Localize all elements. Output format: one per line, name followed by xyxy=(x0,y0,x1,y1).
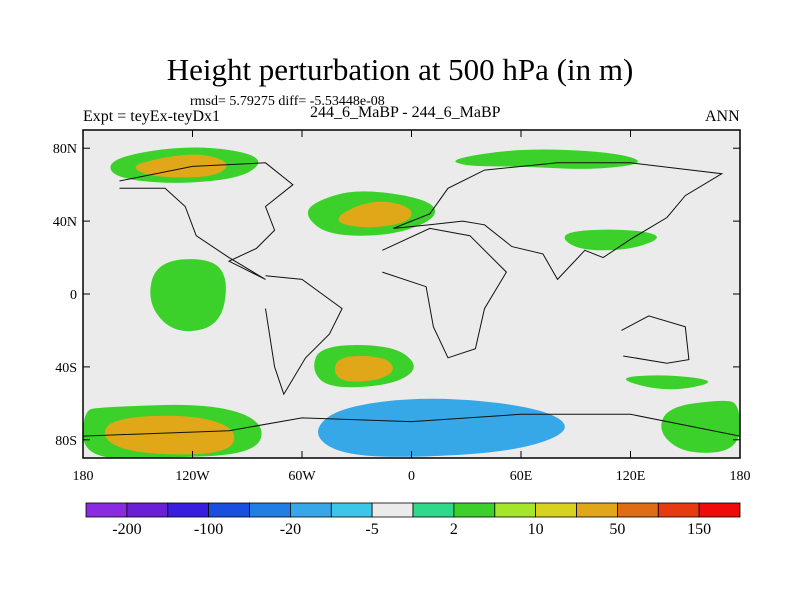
colorbar-label-0: -200 xyxy=(112,521,141,538)
colorbar-swatch-3 xyxy=(208,502,250,518)
field-region-6 xyxy=(338,201,412,228)
stats-label: rmsd= 5.79275 diff= -5.53448e-08 xyxy=(190,94,385,109)
x-tick-label-6: 180 xyxy=(730,469,751,484)
field-region-17 xyxy=(661,400,740,453)
field-region-13 xyxy=(104,415,235,455)
x-tick-label-4: 60E xyxy=(510,469,533,484)
colorbar-swatch-0 xyxy=(85,502,128,518)
colorbar-label-3: -5 xyxy=(365,521,378,538)
colorbar-swatch-6 xyxy=(330,502,373,518)
field-region-3 xyxy=(455,149,638,169)
colorbar-swatch-9 xyxy=(453,502,496,518)
coastline-3 xyxy=(382,227,508,359)
field-region-0 xyxy=(83,135,740,193)
colorbar-swatch-11 xyxy=(535,502,577,518)
colorbar-swatch-13 xyxy=(617,502,659,518)
colorbar-swatch-12 xyxy=(576,502,618,518)
coastline-4 xyxy=(621,315,690,364)
colorbar-swatch-7 xyxy=(371,502,414,518)
colorbar-label-7: 150 xyxy=(687,521,711,538)
field-region-7 xyxy=(229,231,308,275)
field-region-15 xyxy=(334,356,393,382)
field-region-18 xyxy=(625,375,709,390)
x-axis: 180 120W 60W 0 60E 120E 180 xyxy=(73,130,751,484)
x-tick-label-1: 120W xyxy=(175,469,210,484)
y-tick-label-0: 80N xyxy=(53,142,77,157)
field-region-4 xyxy=(83,200,205,242)
colorbar-swatch-15 xyxy=(698,502,741,518)
field-region-2 xyxy=(135,154,227,178)
y-tick-label-3: 40S xyxy=(55,361,77,376)
colorbar-swatch-2 xyxy=(167,502,210,518)
coastline-5 xyxy=(83,413,740,437)
colorbar-swatch-1 xyxy=(126,502,169,518)
colorbar-swatch-10 xyxy=(494,502,537,518)
colorbar-swatch-14 xyxy=(657,502,700,518)
field-layer xyxy=(83,135,740,458)
colorbar-label-2: -20 xyxy=(280,521,301,538)
x-tick-label-3: 0 xyxy=(408,469,415,484)
experiment-label: Expt = teyEx-teyDx1 xyxy=(83,108,220,125)
field-region-8 xyxy=(564,229,657,251)
coastline-2 xyxy=(393,162,724,281)
x-tick-label-0: 180 xyxy=(73,469,94,484)
y-tick-label-2: 0 xyxy=(70,288,77,303)
y-axis: 80N 40N 0 40S 80S xyxy=(53,142,740,449)
coastline-0 xyxy=(119,162,294,280)
season-label: ANN xyxy=(705,108,740,125)
colorbar-label-1: -100 xyxy=(194,521,223,538)
colorbar-label-6: 50 xyxy=(609,521,625,538)
field-region-16 xyxy=(317,398,565,457)
colorbar-label-4: 2 xyxy=(450,521,458,538)
colorbar-label-5: 10 xyxy=(528,521,544,538)
colorbar-swatch-5 xyxy=(289,502,332,518)
y-tick-label-1: 40N xyxy=(53,215,77,230)
colorbar-swatch-8 xyxy=(412,502,455,518)
coastline-1 xyxy=(265,275,343,396)
field-region-10 xyxy=(308,269,542,333)
colorbar-swatch-4 xyxy=(249,502,291,518)
chart-title: Height perturbation at 500 hPa (in m) xyxy=(166,52,634,87)
coastline-layer xyxy=(83,162,740,437)
case-label: 244_6_MaBP - 244_6_MaBP xyxy=(310,104,501,121)
y-tick-label-4: 80S xyxy=(55,434,77,449)
x-tick-label-5: 120E xyxy=(616,469,646,484)
x-tick-label-2: 60W xyxy=(288,469,316,484)
field-region-9 xyxy=(150,259,226,332)
colorbar: -200 -100 -20 -5 2 10 50 150 xyxy=(85,502,741,538)
